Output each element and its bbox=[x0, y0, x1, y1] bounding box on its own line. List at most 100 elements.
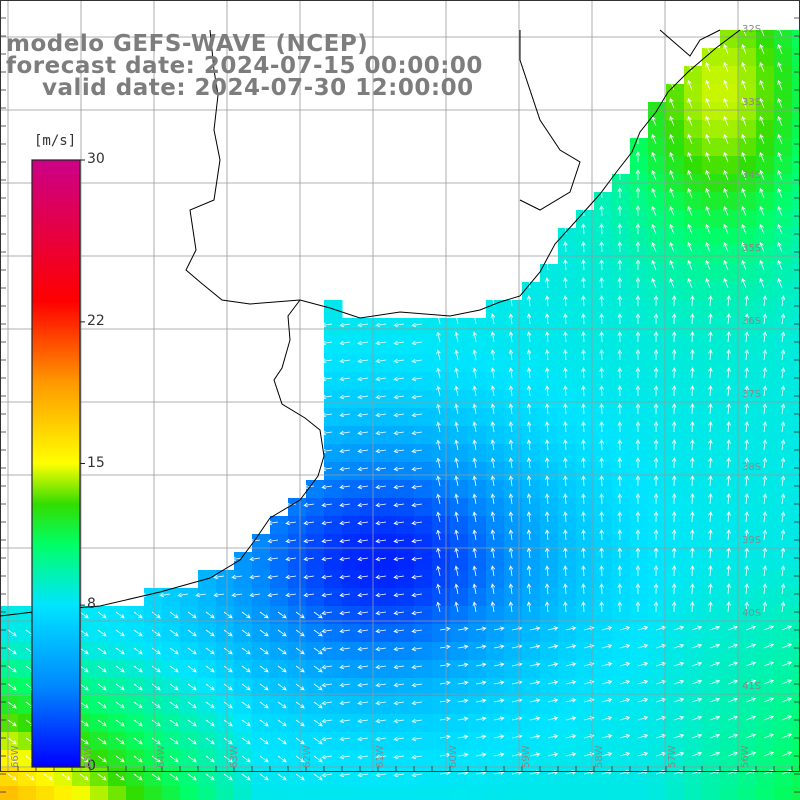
wind-arrow bbox=[115, 629, 125, 637]
wind-arrow bbox=[655, 679, 667, 685]
wind-cell bbox=[558, 390, 577, 409]
wind-cell bbox=[756, 498, 775, 517]
wind-arrow bbox=[690, 475, 695, 487]
wind-arrow bbox=[339, 376, 351, 382]
wind-cell bbox=[324, 372, 343, 391]
wind-cell bbox=[576, 246, 595, 265]
wind-arrow bbox=[493, 716, 505, 721]
wind-cell bbox=[558, 606, 577, 625]
wind-arrow bbox=[490, 457, 496, 469]
wind-arrow bbox=[777, 187, 783, 199]
wind-cell bbox=[792, 480, 800, 499]
wind-arrow bbox=[375, 412, 387, 418]
wind-cell bbox=[396, 606, 415, 625]
wind-cell bbox=[774, 750, 793, 769]
wind-cell bbox=[774, 66, 793, 85]
title-valid-date: valid date: 2024-07-30 12:00:00 bbox=[42, 75, 474, 101]
wind-arrow bbox=[723, 241, 729, 253]
wind-cell bbox=[702, 336, 721, 355]
wind-cell bbox=[378, 480, 397, 499]
wind-arrow bbox=[673, 733, 685, 739]
wind-cell bbox=[774, 246, 793, 265]
wind-cell bbox=[324, 714, 343, 733]
wind-arrow bbox=[671, 421, 677, 433]
wind-arrow bbox=[454, 421, 459, 433]
wind-arrow bbox=[357, 628, 369, 634]
wind-cell bbox=[594, 408, 613, 427]
wind-cell bbox=[90, 768, 109, 787]
wind-cell bbox=[450, 552, 469, 571]
wind-cell bbox=[576, 606, 595, 625]
wind-arrow bbox=[115, 647, 125, 655]
wind-cell bbox=[468, 336, 487, 355]
wind-cell bbox=[432, 390, 451, 409]
wind-cell bbox=[522, 516, 541, 535]
wind-cell bbox=[252, 786, 271, 800]
wind-arrow bbox=[723, 115, 729, 127]
wind-cell bbox=[234, 642, 253, 661]
wind-cell bbox=[468, 642, 487, 661]
wind-arrow bbox=[744, 349, 749, 361]
wind-cell bbox=[558, 282, 577, 301]
wind-cell bbox=[432, 354, 451, 373]
wind-arrow bbox=[375, 646, 387, 652]
wind-cell bbox=[378, 624, 397, 643]
wind-cell bbox=[72, 768, 91, 787]
wind-cell bbox=[360, 714, 379, 733]
wind-arrow bbox=[635, 187, 641, 199]
wind-arrow bbox=[187, 701, 197, 709]
wind-arrow bbox=[671, 295, 677, 307]
wind-arrow bbox=[493, 626, 505, 631]
wind-cell bbox=[324, 732, 343, 751]
wind-arrow bbox=[526, 511, 532, 523]
wind-cell bbox=[396, 390, 415, 409]
wind-cell bbox=[684, 192, 703, 211]
wind-cell bbox=[0, 768, 19, 787]
wind-cell bbox=[504, 498, 523, 517]
wind-cell bbox=[198, 750, 217, 769]
wind-cell bbox=[468, 534, 487, 553]
wind-cell bbox=[360, 390, 379, 409]
wind-arrow bbox=[231, 556, 243, 562]
wind-arrow bbox=[151, 611, 161, 619]
longitude-label: 59W bbox=[521, 745, 532, 768]
wind-arrow bbox=[744, 601, 749, 613]
wind-cell bbox=[306, 570, 325, 589]
wind-arrow bbox=[781, 643, 793, 649]
wind-arrow bbox=[599, 295, 604, 307]
wind-cell bbox=[522, 426, 541, 445]
wind-arrow bbox=[375, 358, 387, 364]
wind-arrow bbox=[508, 511, 514, 523]
wind-arrow bbox=[339, 664, 351, 670]
wind-cell bbox=[486, 660, 505, 679]
wind-arrow bbox=[726, 511, 731, 523]
wind-arrow bbox=[321, 556, 333, 562]
wind-arrow bbox=[223, 683, 233, 691]
wind-arrow bbox=[708, 583, 713, 595]
wind-arrow bbox=[339, 520, 351, 526]
wind-cell bbox=[378, 336, 397, 355]
wind-cell bbox=[522, 444, 541, 463]
wind-cell bbox=[702, 210, 721, 229]
wind-arrow bbox=[151, 683, 161, 691]
wind-cell bbox=[738, 300, 757, 319]
wind-cell bbox=[414, 318, 433, 337]
wind-arrow bbox=[563, 349, 568, 361]
wind-cell bbox=[288, 624, 307, 643]
wind-cell bbox=[792, 660, 800, 679]
wind-cell bbox=[630, 192, 649, 211]
wind-cell bbox=[378, 660, 397, 679]
wind-cell bbox=[702, 246, 721, 265]
wind-arrow bbox=[339, 610, 351, 616]
wind-arrow bbox=[457, 752, 469, 758]
wind-cell bbox=[144, 714, 163, 733]
wind-cell bbox=[234, 606, 253, 625]
wind-cell bbox=[180, 678, 199, 697]
wind-arrow bbox=[709, 733, 721, 739]
wind-arrow bbox=[457, 626, 469, 632]
wind-arrow bbox=[673, 679, 685, 685]
wind-cell bbox=[216, 642, 235, 661]
wind-cell bbox=[378, 462, 397, 481]
wind-cell bbox=[432, 336, 451, 355]
wind-arrow bbox=[393, 376, 405, 382]
